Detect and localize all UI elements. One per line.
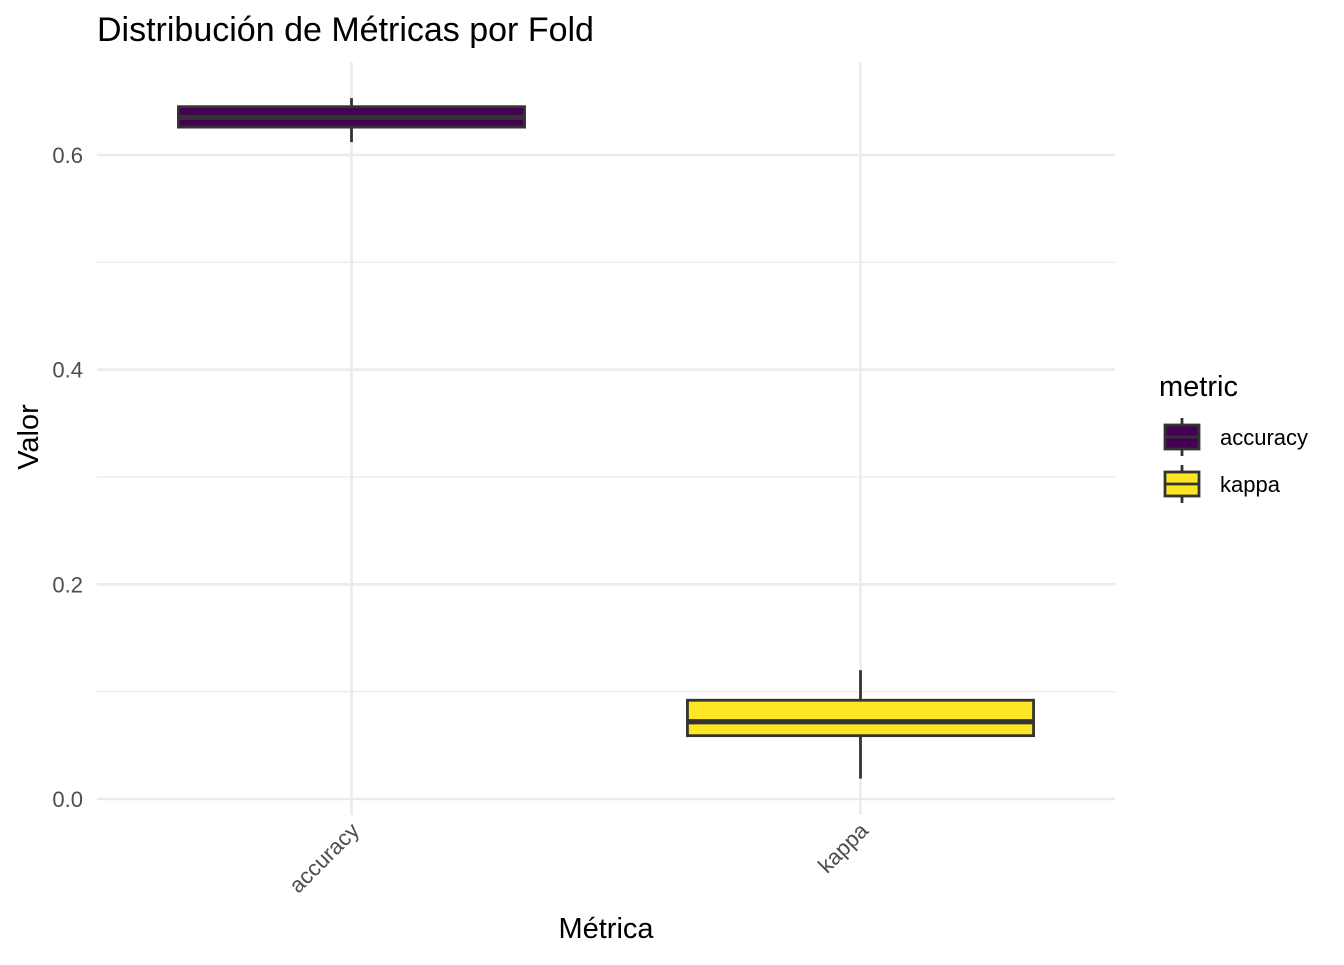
y-axis-ticks: 0.0 0.2 0.4 0.6 [52, 143, 83, 812]
legend-item-accuracy: accuracy [1163, 418, 1308, 456]
legend-label: accuracy [1220, 425, 1308, 450]
chart-title: Distribución de Métricas por Fold [97, 11, 594, 49]
box-layer [177, 98, 1035, 779]
boxplot-kappa [686, 670, 1035, 779]
x-axis-title: Métrica [558, 913, 654, 945]
legend: metric accuracy kappa [1159, 371, 1308, 503]
y-axis-title: Valor [13, 404, 45, 470]
box [686, 698, 1035, 738]
y-tick-label: 0.0 [52, 787, 83, 812]
legend-title: metric [1159, 371, 1238, 403]
x-tick-label: accuracy [284, 818, 364, 898]
y-tick-label: 0.2 [52, 572, 83, 597]
legend-label: kappa [1220, 472, 1281, 497]
legend-entries: accuracy kappa [1163, 418, 1308, 503]
grid-layer [97, 62, 1115, 815]
x-axis-ticks: accuracy kappa [284, 817, 873, 897]
x-tick-label: kappa [813, 817, 874, 878]
legend-item-kappa: kappa [1163, 465, 1281, 503]
y-tick-label: 0.6 [52, 143, 83, 168]
y-tick-label: 0.4 [52, 358, 83, 383]
boxplot-accuracy [177, 98, 526, 143]
